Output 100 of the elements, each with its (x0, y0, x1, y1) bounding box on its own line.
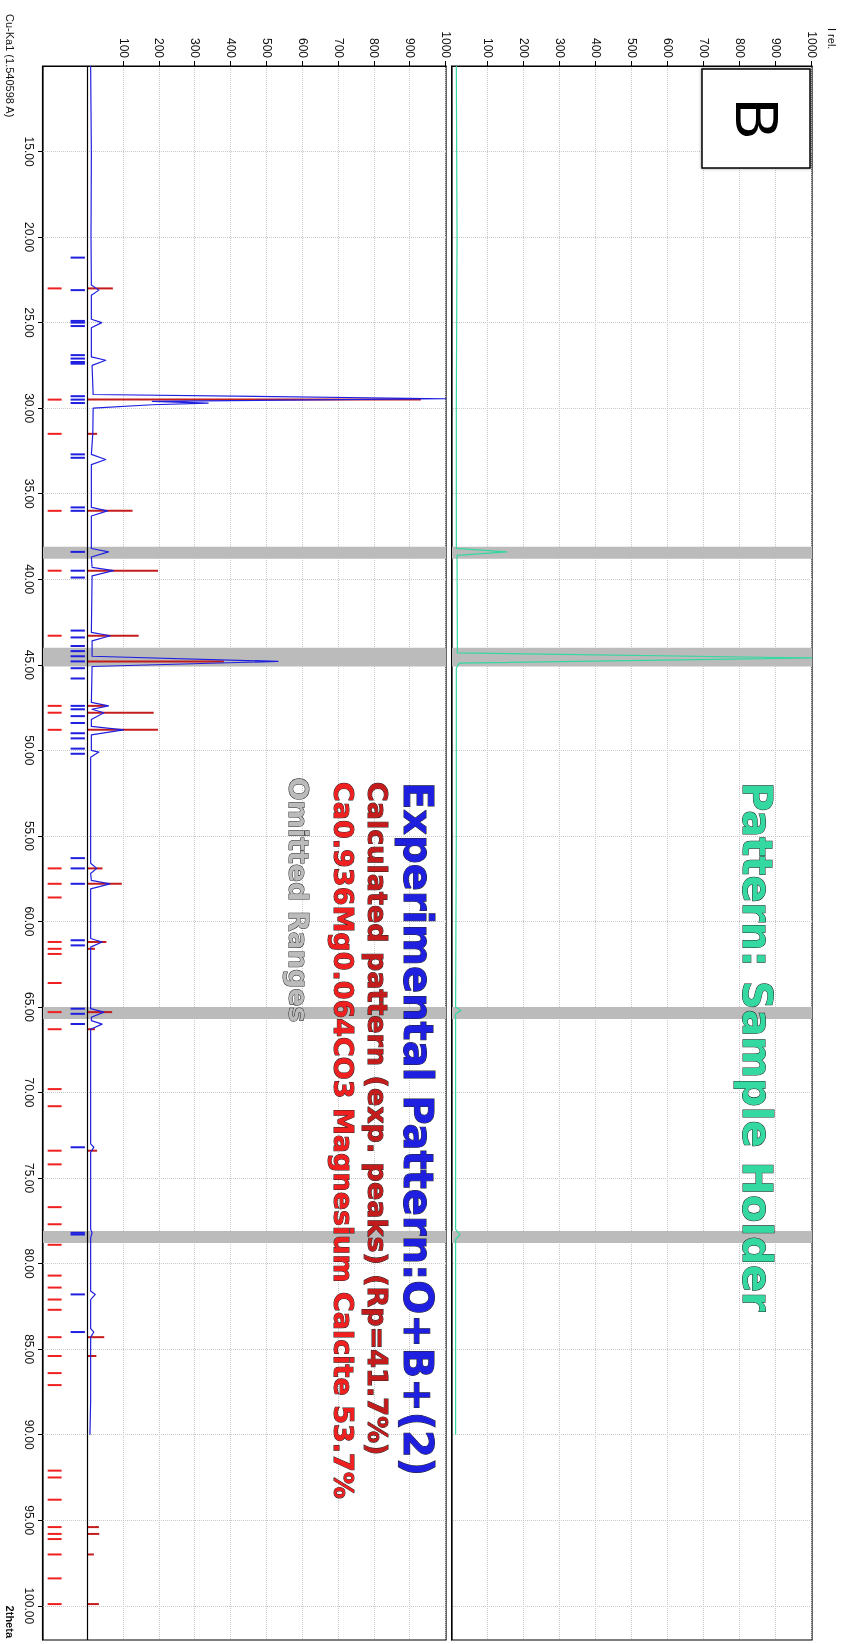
x-tick-label: 600 (661, 37, 675, 59)
bar (87, 634, 139, 637)
bar (70, 667, 85, 670)
x-tick-label: 200 (517, 37, 531, 59)
x-tick-label: 400 (589, 37, 603, 59)
x-tick-label: 600 (295, 37, 310, 59)
x-tick-label: 100 (116, 37, 131, 59)
bar (70, 357, 85, 360)
bar (70, 509, 85, 512)
bar (47, 1149, 62, 1152)
bar (70, 732, 85, 735)
bar (70, 569, 85, 572)
bar (70, 325, 85, 328)
bar (70, 747, 85, 750)
bar (70, 636, 85, 639)
x-tick-label: 300 (553, 37, 567, 59)
x-tick-label: 700 (697, 37, 711, 59)
bar (47, 1298, 62, 1301)
bar (70, 944, 85, 947)
y-tick-label: 30.00 (22, 393, 36, 424)
bar (47, 1526, 62, 1529)
bar (70, 644, 85, 647)
bar (47, 704, 62, 707)
bar (70, 354, 85, 357)
bar (70, 576, 85, 579)
bar (70, 629, 85, 632)
y-tick-label: 80.00 (22, 1248, 36, 1279)
bar (47, 509, 62, 512)
bar (47, 1163, 62, 1166)
y-tick-label: 55.00 (22, 820, 36, 852)
bar (70, 289, 85, 292)
text: Cu-Ka1 (1.540598 A) (3, 14, 16, 118)
x-tick-label: 800 (367, 37, 382, 59)
y-tick-label: 40.00 (22, 564, 36, 595)
bar (47, 1538, 62, 1541)
bar (70, 708, 85, 711)
x-tick-label: 500 (259, 37, 274, 59)
bar (47, 1355, 62, 1357)
bar (70, 660, 85, 663)
bar (70, 1012, 85, 1015)
x-tick-label: 1000 (439, 31, 453, 59)
bar (70, 715, 85, 718)
bar (87, 569, 158, 572)
y-tick-label: 70.00 (22, 1077, 36, 1108)
x-tick-label: 200 (152, 37, 167, 59)
bar (70, 1007, 85, 1010)
bar (47, 1223, 62, 1226)
bar (87, 711, 154, 714)
bar (47, 1553, 62, 1556)
bar (47, 1286, 62, 1289)
bar (47, 982, 62, 985)
bar (70, 506, 85, 509)
y-tick-label: 75.00 (22, 1163, 36, 1194)
bar (47, 1336, 62, 1339)
bar (47, 634, 62, 637)
bar (47, 1274, 62, 1277)
bar (70, 882, 85, 885)
x-tick-label: 300 (188, 37, 203, 59)
y-tick-label: 35.00 (22, 478, 36, 510)
bar (70, 1146, 85, 1149)
bar (87, 509, 133, 512)
bar (47, 1532, 62, 1535)
bar (47, 952, 62, 955)
bar (47, 398, 62, 401)
bar (47, 1498, 62, 1501)
bar (47, 1011, 62, 1014)
bar (87, 1532, 100, 1535)
bar (47, 1476, 62, 1479)
bar (47, 711, 62, 714)
x-tick-label: 1000 (805, 31, 819, 59)
bar (70, 867, 85, 870)
x-tick-label: 900 (769, 37, 783, 59)
y-tick-label: 90.00 (22, 1419, 36, 1451)
y-tick-label: 65.00 (22, 991, 36, 1023)
y-tick-label: 95.00 (22, 1505, 36, 1536)
bar (47, 1308, 62, 1311)
bar (70, 402, 85, 405)
text: Experimental Pattern:O+B+(2) (394, 782, 441, 1477)
bar (70, 398, 85, 401)
y-tick-label: 45.00 (22, 649, 36, 681)
bar (47, 1028, 62, 1031)
bar (47, 1384, 62, 1387)
bar (47, 1243, 62, 1246)
chart-title: B (722, 98, 792, 140)
bar (47, 1372, 62, 1375)
bar (87, 1553, 94, 1556)
x-tick-label: 900 (403, 37, 418, 59)
bar (70, 395, 85, 398)
x-tick-label: 400 (224, 37, 239, 59)
bar (70, 857, 85, 860)
text: Ca0.936Mg0.064CO3 Magnesium Calcite 53.7% (327, 782, 359, 1499)
text: I rel. (825, 28, 838, 50)
bar (47, 1105, 62, 1108)
y-tick-label: 85.00 (22, 1334, 36, 1365)
bar (87, 1603, 99, 1606)
bar (70, 650, 85, 653)
bar (87, 660, 224, 663)
y-tick-label: 50.00 (22, 735, 36, 766)
x-tick-label: 700 (331, 37, 346, 59)
bar (47, 569, 62, 572)
